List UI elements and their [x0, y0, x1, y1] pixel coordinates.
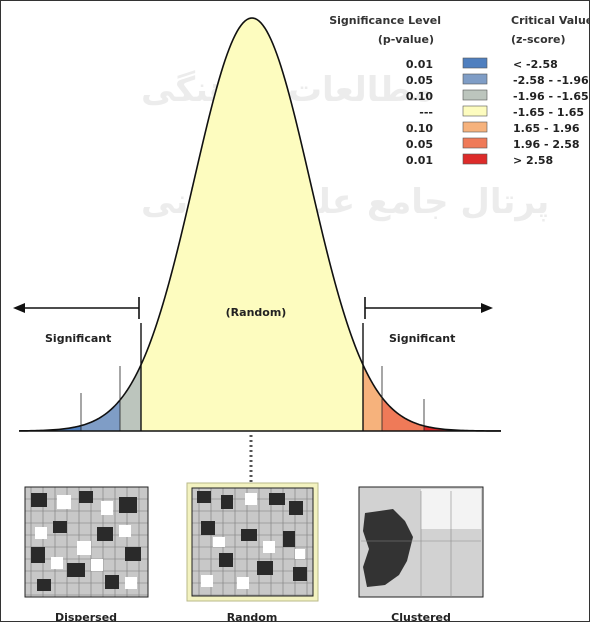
legend-swatch [462, 57, 488, 69]
legend-rows: 0.01 < -2.58 0.05 -2.58 - -1.96 0.10 -1.96 - … [406, 57, 589, 167]
random-pattern-label: Random [227, 611, 278, 622]
zscore-header-line2: (z-score) [511, 33, 566, 46]
region-p005-left [81, 18, 120, 431]
legend-pvalue: --- [419, 106, 433, 119]
random-light-cells [201, 493, 305, 589]
legend-zscore: -2.58 - -1.96 [513, 74, 589, 87]
right-arrow-head-icon [481, 303, 493, 313]
legend-zscore: < -2.58 [513, 58, 558, 71]
legend-zscore: > 2.58 [513, 154, 553, 167]
pvalue-header-line1: Significance Level [329, 14, 441, 27]
legend-pvalue: 0.05 [406, 74, 433, 87]
legend-pvalue: 0.10 [406, 90, 433, 103]
legend-zscore: 1.96 - 2.58 [513, 138, 580, 151]
legend-swatch [462, 105, 488, 117]
dispersed-dark-cells [31, 491, 141, 591]
region-p001-left [19, 18, 81, 431]
left-arrow-head-icon [13, 303, 25, 313]
right-significant-label: Significant [389, 332, 455, 345]
clustered-grid-lines [361, 491, 481, 597]
legend-pvalue: 0.05 [406, 138, 433, 151]
legend-swatch [462, 121, 488, 133]
pvalue-header-line2: (p-value) [378, 33, 434, 46]
legend-pvalue: 0.01 [406, 154, 433, 167]
region-p010-left [120, 18, 141, 431]
curve-outline [18, 17, 502, 432]
legend-swatch [462, 137, 488, 149]
legend-zscore: -1.65 - 1.65 [513, 106, 584, 119]
legend-swatch [462, 89, 488, 101]
pattern-random: Random [186, 482, 319, 622]
legend-swatch [462, 73, 488, 85]
legend-pvalue: 0.01 [406, 58, 433, 71]
left-significant: Significant [13, 297, 140, 345]
right-significant: Significant [364, 297, 493, 345]
legend-swatch [462, 153, 488, 165]
random-label: (Random) [226, 306, 287, 319]
legend-zscore: 1.65 - 1.96 [513, 122, 580, 135]
clustered-label: Clustered [391, 611, 451, 622]
clustered-dark-region [363, 509, 413, 587]
zscore-header-line1: Critical Value [511, 14, 590, 27]
legend-pvalue: 0.10 [406, 122, 433, 135]
random-dark-cells [197, 491, 307, 581]
dispersed-light-cells [35, 495, 137, 589]
left-significant-label: Significant [45, 332, 111, 345]
legend: Significance Level (p-value) Critical Va… [329, 14, 590, 167]
pattern-clustered: Clustered [358, 486, 484, 622]
pattern-dispersed: Dispersed [24, 486, 149, 622]
legend-zscore: -1.96 - -1.65 [513, 90, 589, 103]
dispersed-label: Dispersed [55, 611, 117, 622]
